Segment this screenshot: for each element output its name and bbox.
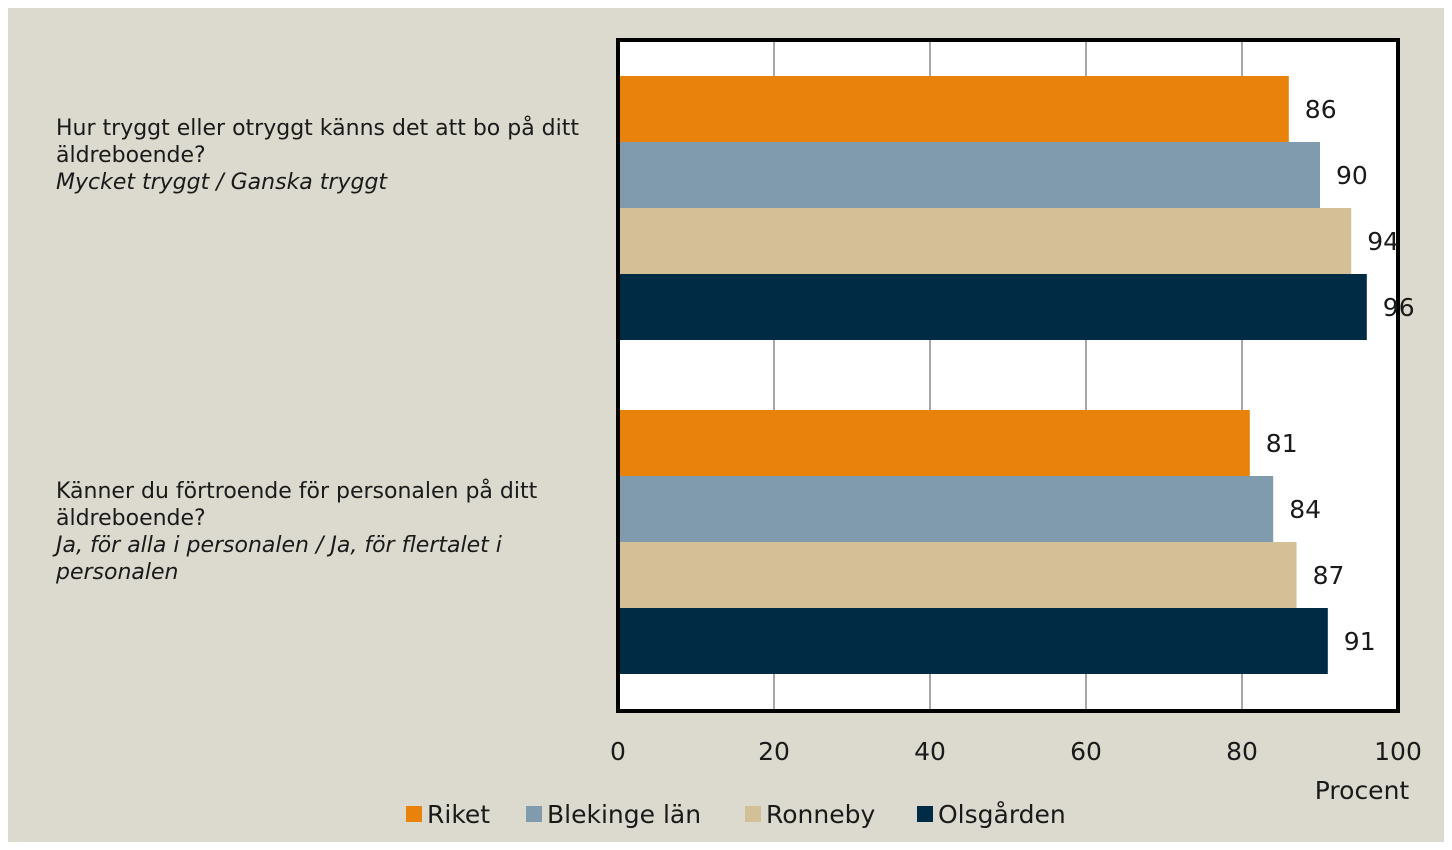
data-labels: 86 90 94 96 81 84 87 91 xyxy=(1266,95,1415,656)
legend-label-3: Ronneby xyxy=(766,800,875,829)
data-label-1-4: 96 xyxy=(1383,293,1415,322)
data-label-1-1: 86 xyxy=(1305,95,1337,124)
legend-label-1: Riket xyxy=(427,800,490,829)
bars xyxy=(618,76,1367,674)
x-tick-label-100: 100 xyxy=(1374,737,1422,766)
data-label-2-4: 91 xyxy=(1344,627,1376,656)
data-label-2-3: 87 xyxy=(1313,561,1345,590)
category-question-2: Känner du förtroende för personalen på d… xyxy=(56,479,538,531)
bar-2-blekinge-län xyxy=(618,476,1274,542)
data-label-2-2: 84 xyxy=(1289,495,1321,524)
data-label-2-1: 81 xyxy=(1266,429,1298,458)
x-tick-label-20: 20 xyxy=(758,737,790,766)
category-label-2: Känner du förtroende för personalen på d… xyxy=(56,478,596,586)
bar-1-blekinge-län xyxy=(618,142,1320,208)
x-axis-title: Procent xyxy=(1315,776,1410,805)
legend: Riket Blekinge län Ronneby Olsgården xyxy=(406,800,1066,829)
legend-swatch-4 xyxy=(917,806,933,822)
category-answer-2: Ja, för alla i personalen / Ja, för fler… xyxy=(56,533,502,585)
legend-label-4: Olsgården xyxy=(938,800,1066,829)
bar-2-riket xyxy=(618,410,1250,476)
data-label-1-2: 90 xyxy=(1336,161,1368,190)
x-tick-label-60: 60 xyxy=(1070,737,1102,766)
x-tick-label-80: 80 xyxy=(1226,737,1258,766)
bar-1-olsgården xyxy=(618,274,1367,340)
legend-swatch-3 xyxy=(745,806,761,822)
legend-label-2: Blekinge län xyxy=(547,800,701,829)
category-label-1: Hur tryggt eller otryggt känns det att b… xyxy=(56,115,596,196)
legend-swatch-1 xyxy=(406,806,422,822)
x-axis-ticks: 0 20 40 60 80 100 xyxy=(610,737,1422,766)
bar-1-ronneby xyxy=(618,208,1352,274)
legend-swatch-2 xyxy=(526,806,542,822)
bar-2-olsgården xyxy=(618,608,1328,674)
bar-2-ronneby xyxy=(618,542,1297,608)
plot-border xyxy=(616,38,1400,713)
bar-1-riket xyxy=(618,76,1289,142)
x-tick-label-0: 0 xyxy=(610,737,626,766)
category-answer-1: Mycket tryggt / Ganska tryggt xyxy=(56,170,388,195)
data-label-1-3: 94 xyxy=(1367,227,1399,256)
x-tick-label-40: 40 xyxy=(914,737,946,766)
category-question-1: Hur tryggt eller otryggt känns det att b… xyxy=(56,116,580,168)
